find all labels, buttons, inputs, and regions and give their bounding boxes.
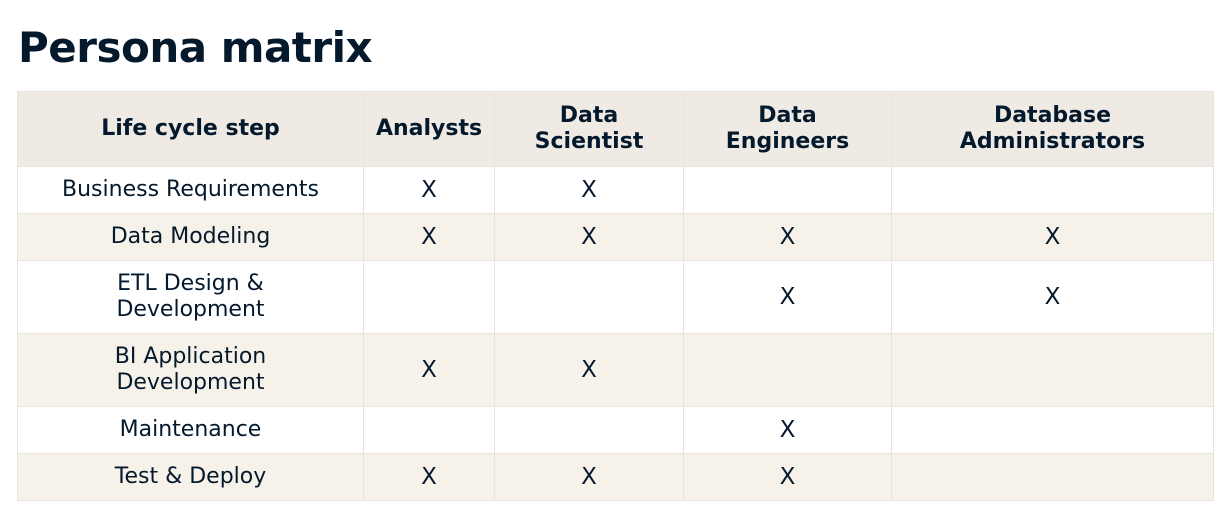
column-header-life-cycle-step: Life cycle step xyxy=(17,91,364,167)
matrix-cell xyxy=(891,333,1214,407)
matrix-cell xyxy=(683,166,892,214)
column-header-database-administrators: Database Administrators xyxy=(891,91,1214,167)
life-cycle-step-cell: Data Modeling xyxy=(17,213,364,261)
matrix-cell: X xyxy=(683,453,892,501)
matrix-cell xyxy=(494,406,684,454)
matrix-cell: X xyxy=(494,213,684,261)
step-text: Test & Deploy xyxy=(114,464,267,489)
check-mark: X xyxy=(581,356,597,383)
life-cycle-step-cell: Test & Deploy xyxy=(17,453,364,501)
check-mark: X xyxy=(581,223,597,250)
header-text: Scientist xyxy=(534,129,644,154)
check-mark: X xyxy=(581,176,597,203)
header-text: Data xyxy=(758,103,817,128)
matrix-cell xyxy=(683,333,892,407)
check-mark: X xyxy=(421,356,437,383)
check-mark: X xyxy=(779,223,796,250)
header-text: Engineers xyxy=(725,129,850,154)
table-row: Data Modeling X X X X xyxy=(17,213,1214,261)
step-text: ETL Design & xyxy=(117,271,264,296)
matrix-cell xyxy=(891,453,1214,501)
column-header-data-scientist: Data Scientist xyxy=(494,91,684,167)
check-mark: X xyxy=(1044,283,1061,310)
matrix-cell: X xyxy=(683,213,892,261)
column-header-analysts: Analysts xyxy=(363,91,495,167)
matrix-cell: X xyxy=(494,166,684,214)
matrix-cell: X xyxy=(683,406,892,454)
column-header-data-engineers: Data Engineers xyxy=(683,91,892,167)
matrix-cell: X xyxy=(891,260,1214,334)
matrix-cell xyxy=(891,166,1214,214)
check-mark: X xyxy=(581,463,597,490)
life-cycle-step-cell: BI Application Development xyxy=(17,333,364,407)
step-text: Development xyxy=(116,297,265,322)
check-mark: X xyxy=(779,416,796,443)
persona-matrix-table: Life cycle step Analysts Data Scientist … xyxy=(17,91,1214,501)
header-text: Life cycle step xyxy=(101,116,280,141)
header-text: Administrators xyxy=(959,129,1146,154)
page-title: Persona matrix xyxy=(18,23,373,72)
matrix-cell: X xyxy=(363,333,495,407)
life-cycle-step-cell: Maintenance xyxy=(17,406,364,454)
header-text: Database xyxy=(993,103,1112,128)
matrix-cell: X xyxy=(363,166,495,214)
table-row: ETL Design & Development X X xyxy=(17,260,1214,334)
check-mark: X xyxy=(1044,223,1061,250)
step-text: Business Requirements xyxy=(62,177,319,202)
matrix-cell xyxy=(891,406,1214,454)
table-header-row: Life cycle step Analysts Data Scientist … xyxy=(17,91,1214,167)
table-row: Maintenance X xyxy=(17,406,1214,454)
step-text: Data Modeling xyxy=(110,224,271,249)
header-text: Data xyxy=(559,103,619,128)
step-text: BI Application xyxy=(114,344,267,369)
matrix-cell xyxy=(363,406,495,454)
table-row: Business Requirements X X xyxy=(17,166,1214,214)
matrix-cell: X xyxy=(683,260,892,334)
table-row: BI Application Development X X xyxy=(17,333,1214,407)
check-mark: X xyxy=(779,463,796,490)
matrix-cell: X xyxy=(494,453,684,501)
check-mark: X xyxy=(421,176,437,203)
table-row: Test & Deploy X X X xyxy=(17,453,1214,501)
matrix-cell xyxy=(494,260,684,334)
matrix-cell xyxy=(363,260,495,334)
matrix-cell: X xyxy=(891,213,1214,261)
check-mark: X xyxy=(779,283,796,310)
matrix-cell: X xyxy=(494,333,684,407)
step-text: Maintenance xyxy=(119,417,262,442)
step-text: Development xyxy=(116,370,265,395)
matrix-cell: X xyxy=(363,453,495,501)
matrix-cell: X xyxy=(363,213,495,261)
check-mark: X xyxy=(421,223,437,250)
life-cycle-step-cell: Business Requirements xyxy=(17,166,364,214)
check-mark: X xyxy=(421,463,437,490)
header-text: Analysts xyxy=(375,116,483,141)
life-cycle-step-cell: ETL Design & Development xyxy=(17,260,364,334)
